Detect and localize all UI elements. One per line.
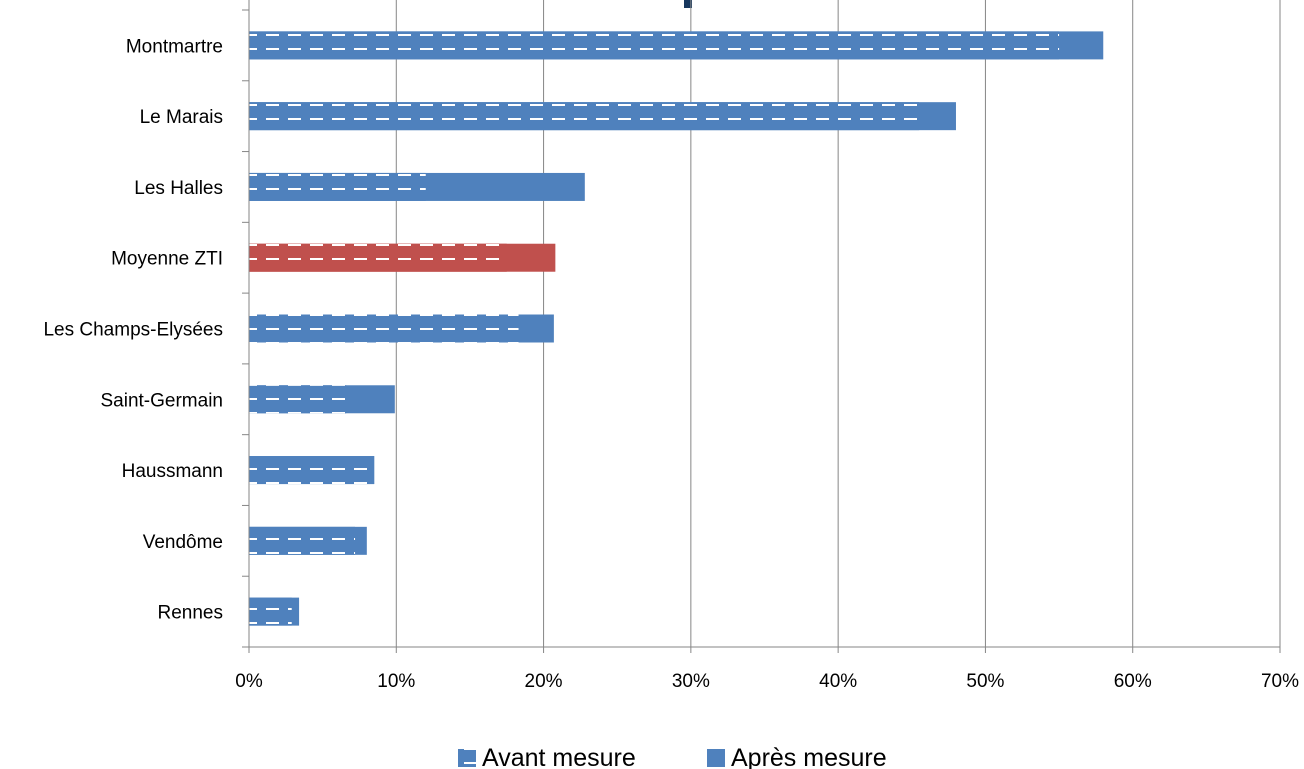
legend-label-apres: Après mesure	[731, 744, 887, 769]
title-marker	[684, 0, 692, 8]
legend-label-avant: Avant mesure	[482, 744, 636, 769]
x-tick-label: 20%	[525, 671, 563, 692]
bars	[249, 31, 1104, 626]
bar-avant-8	[249, 597, 292, 626]
legend: Avant mesure Après mesure	[458, 744, 887, 769]
legend-swatch-avant	[458, 749, 476, 767]
x-tick-label: 0%	[235, 671, 263, 692]
x-tick-label: 50%	[966, 671, 1004, 692]
bar-avant-0	[249, 31, 1060, 60]
x-tick-label: 70%	[1261, 671, 1299, 692]
bar-avant-7	[249, 526, 356, 555]
bar-avant-5	[249, 385, 347, 414]
category-label: Les Halles	[134, 178, 223, 199]
category-labels: Montmartre Le Marais Les Halles Moyenne ZTI…	[43, 36, 223, 623]
legend-swatch-apres	[707, 749, 725, 767]
x-tick-label: 60%	[1114, 671, 1152, 692]
x-tick-label: 30%	[672, 671, 710, 692]
bar-avant-4	[249, 314, 519, 343]
x-tick-label: 40%	[819, 671, 857, 692]
bar-avant-6	[249, 456, 375, 485]
category-label: Montmartre	[126, 36, 223, 57]
category-label: Vendôme	[143, 532, 223, 553]
category-label: Moyenne ZTI	[111, 249, 223, 270]
tick-labels: 0% 10% 20% 30% 40% 50% 60% 70%	[235, 671, 1299, 692]
category-label: Les Champs-Elysées	[43, 320, 223, 341]
bar-avant-1	[249, 102, 920, 131]
axes	[242, 0, 1281, 653]
category-label: Haussmann	[122, 461, 223, 482]
category-label: Rennes	[158, 603, 224, 624]
category-label: Le Marais	[140, 107, 223, 128]
bar-avant-2	[249, 172, 426, 201]
category-label: Saint-Germain	[101, 390, 224, 411]
x-tick-label: 10%	[377, 671, 415, 692]
bar-avant-3	[249, 243, 507, 272]
